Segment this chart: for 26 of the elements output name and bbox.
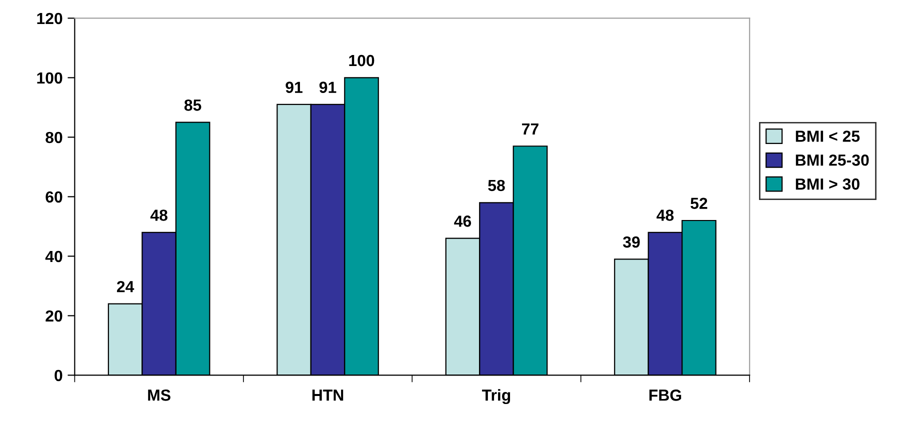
data-label: 46 [454,216,472,227]
legend-label: BMI 25-30 [796,154,869,166]
data-label: 77 [522,123,538,134]
y-tick-label: 20 [46,310,62,322]
data-label: 52 [690,198,708,210]
data-label: 24 [116,281,134,292]
y-tick-label: 80 [46,132,62,144]
data-label: 91 [319,82,336,93]
legend-label: BMI > 30 [796,178,860,190]
x-tick-label: FBG [649,390,682,401]
x-tick-label: HTN [312,390,344,401]
data-label: 48 [656,210,674,221]
data-label: 48 [150,210,168,221]
y-tick-label: 100 [37,72,62,84]
x-tick-label: MS [148,390,170,401]
data-label: 100 [349,54,374,66]
x-tick-label: Trig [482,389,510,404]
legend-label: BMI < 25 [796,130,860,142]
y-tick-label: 120 [37,12,62,24]
y-tick-label: 60 [46,191,62,203]
y-tick-label: 0 [54,370,62,382]
y-tick-label: 40 [45,250,62,262]
data-label: 85 [184,100,202,111]
data-label: 58 [488,180,505,192]
data-label: 39 [622,236,640,248]
data-label: 91 [286,82,302,93]
